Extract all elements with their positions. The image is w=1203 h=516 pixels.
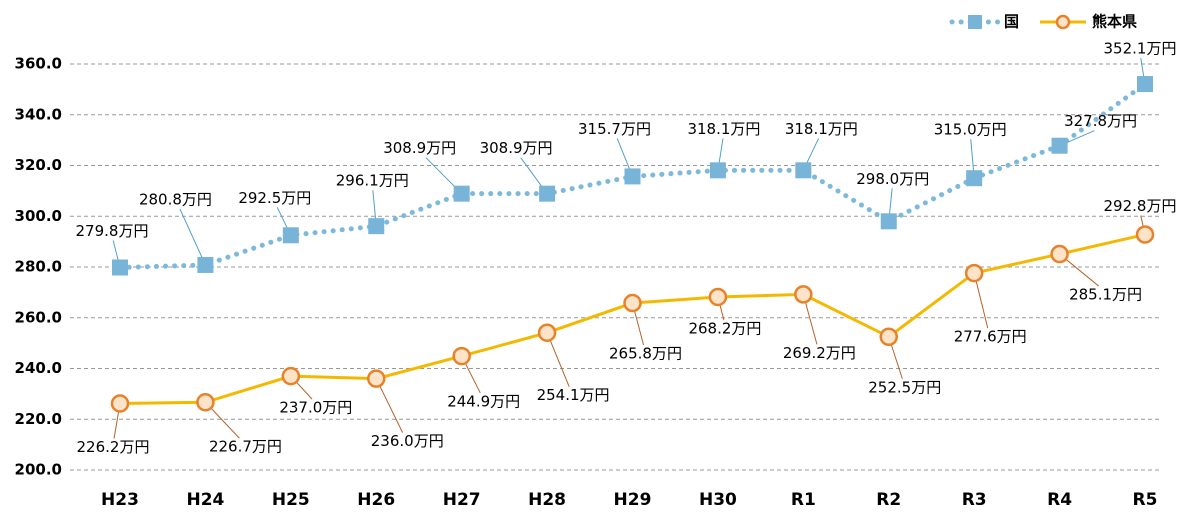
data-label: 254.1万円 [537, 386, 610, 404]
y-tick-label: 260.0 [15, 308, 62, 326]
marker [708, 287, 728, 307]
x-tick-label: R2 [876, 490, 901, 510]
marker [368, 218, 385, 235]
data-label: 280.8万円 [139, 190, 212, 208]
y-tick-label: 240.0 [15, 359, 62, 377]
marker [367, 369, 386, 388]
data-label: 296.1万円 [336, 172, 409, 190]
x-tick-label: R1 [791, 490, 816, 510]
series-line [118, 233, 1147, 406]
y-tick-label: 280.0 [15, 258, 62, 276]
data-label: 237.0万円 [279, 399, 352, 417]
marker [1050, 244, 1069, 264]
y-tick-label: 320.0 [15, 156, 62, 174]
marker [964, 263, 984, 283]
data-label: 226.7万円 [209, 438, 282, 456]
x-tick-label: R4 [1047, 490, 1072, 510]
legend-label: 熊本県 [1092, 13, 1137, 31]
x-tick-label: H24 [186, 490, 224, 510]
data-label: 308.9万円 [383, 139, 456, 157]
marker [537, 323, 557, 342]
data-label: 226.2万円 [77, 438, 150, 456]
data-label: 236.0万円 [371, 432, 444, 450]
legend-marker [968, 15, 982, 29]
data-label: 327.8万円 [1064, 112, 1137, 130]
x-tick-label: H23 [101, 490, 139, 510]
data-label: 277.6万円 [954, 328, 1027, 346]
x-tick-label: H30 [699, 490, 737, 510]
marker [196, 392, 215, 412]
marker [879, 327, 898, 347]
marker [112, 259, 128, 276]
marker [1135, 225, 1155, 244]
leader-line [546, 332, 570, 387]
y-tick-label: 220.0 [15, 410, 62, 428]
marker [794, 285, 813, 304]
marker [1137, 76, 1153, 93]
data-label: 279.8万円 [76, 222, 149, 240]
data-label: 298.0万円 [856, 170, 929, 188]
marker [281, 366, 301, 386]
x-tick-label: H29 [614, 490, 652, 510]
marker [880, 213, 897, 230]
marker [197, 256, 214, 273]
marker [539, 185, 556, 202]
data-label: 268.2万円 [688, 319, 761, 337]
data-label: 244.9万円 [447, 393, 520, 411]
x-tick-label: R3 [962, 490, 987, 510]
marker [624, 168, 641, 185]
y-tick-label: 340.0 [15, 105, 62, 123]
legend-marker [1055, 14, 1071, 30]
marker [452, 346, 471, 366]
marker [966, 170, 983, 187]
data-label: 315.0万円 [934, 121, 1007, 139]
data-label: 308.9万円 [480, 139, 553, 157]
x-tick-label: H28 [528, 490, 566, 510]
y-tick-label: 200.0 [15, 461, 62, 479]
x-tick-label: H25 [272, 490, 310, 510]
data-label: 352.1万円 [1104, 40, 1177, 58]
data-label: 252.5万円 [868, 378, 941, 396]
marker [795, 162, 812, 179]
marker [709, 162, 726, 179]
leader-line [973, 272, 989, 329]
x-tick-label: H27 [443, 490, 481, 510]
data-label: 285.1万円 [1069, 286, 1142, 304]
leader-line [179, 208, 206, 266]
marker [453, 185, 470, 202]
data-label: 318.1万円 [785, 120, 858, 138]
data-label: 318.1万円 [687, 120, 760, 138]
x-tick-label: H26 [357, 490, 395, 510]
marker [623, 293, 642, 313]
marker [1051, 137, 1068, 154]
data-label: 292.8万円 [1104, 197, 1177, 215]
data-label: 292.5万円 [238, 189, 311, 207]
leader-line [375, 378, 404, 433]
data-label: 315.7万円 [578, 120, 651, 138]
x-tick-label: R5 [1133, 490, 1158, 510]
legend-label: 国 [1004, 13, 1019, 31]
data-label: 269.2万円 [783, 344, 856, 362]
marker [282, 227, 299, 244]
y-tick-label: 300.0 [15, 207, 62, 225]
y-tick-label: 360.0 [15, 55, 62, 73]
data-label: 265.8万円 [609, 345, 682, 363]
marker [110, 394, 130, 413]
